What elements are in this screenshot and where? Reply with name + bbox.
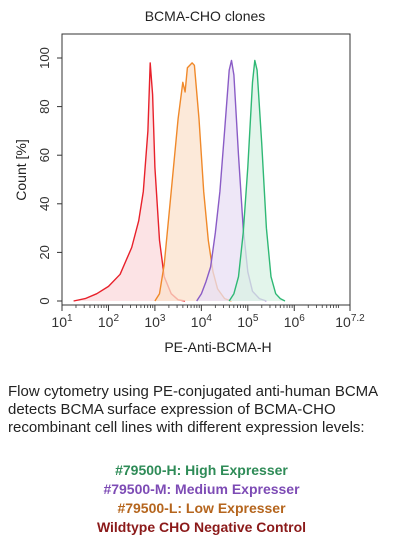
y-axis-label: Count [%] <box>13 139 29 200</box>
legend-medium-expresser: #79500-M: Medium Expresser <box>103 481 300 497</box>
y-tick-label: 80 <box>37 99 52 113</box>
series-high-expresser-line <box>228 59 286 302</box>
x-tick-label: 104 <box>191 313 213 330</box>
x-tick-label: 101 <box>51 313 73 330</box>
series-medium-expresser-fill <box>196 60 267 302</box>
legend: #79500-H: High Expresser #79500-M: Mediu… <box>0 461 403 537</box>
x-tick-label: 107.2 <box>335 313 365 330</box>
x-axis: 101 102 103 104 105 106 107.2 <box>51 305 365 330</box>
x-tick-label: 103 <box>144 313 166 330</box>
x-axis-label: PE-Anti-BCMA-H <box>164 339 271 355</box>
y-tick-label: 100 <box>37 47 52 69</box>
legend-high-expresser: #79500-H: High Expresser <box>115 462 288 478</box>
x-tick-label: 106 <box>284 313 306 330</box>
series-low-expresser-fill <box>154 62 232 302</box>
y-tick-label: 60 <box>37 148 52 162</box>
x-tick-label: 102 <box>98 313 120 330</box>
series-high-expresser-fill <box>229 60 285 302</box>
legend-low-expresser: #79500-L: Low Expresser <box>117 500 286 516</box>
series-negative-control-fill <box>73 62 186 302</box>
figure-caption: Flow cytometry using PE-conjugated anti-… <box>8 383 378 436</box>
y-tick-label: 20 <box>37 245 52 259</box>
chart-title: BCMA-CHO clones <box>145 8 266 24</box>
y-tick-label: 0 <box>37 297 52 304</box>
histogram-curves <box>73 59 286 302</box>
plot-frame <box>61 33 351 306</box>
y-axis: 0 20 40 60 80 100 <box>37 47 62 305</box>
x-tick-label: 105 <box>237 313 259 330</box>
y-tick-label: 40 <box>37 197 52 211</box>
legend-negative-control: Wildtype CHO Negative Control <box>96 519 307 535</box>
